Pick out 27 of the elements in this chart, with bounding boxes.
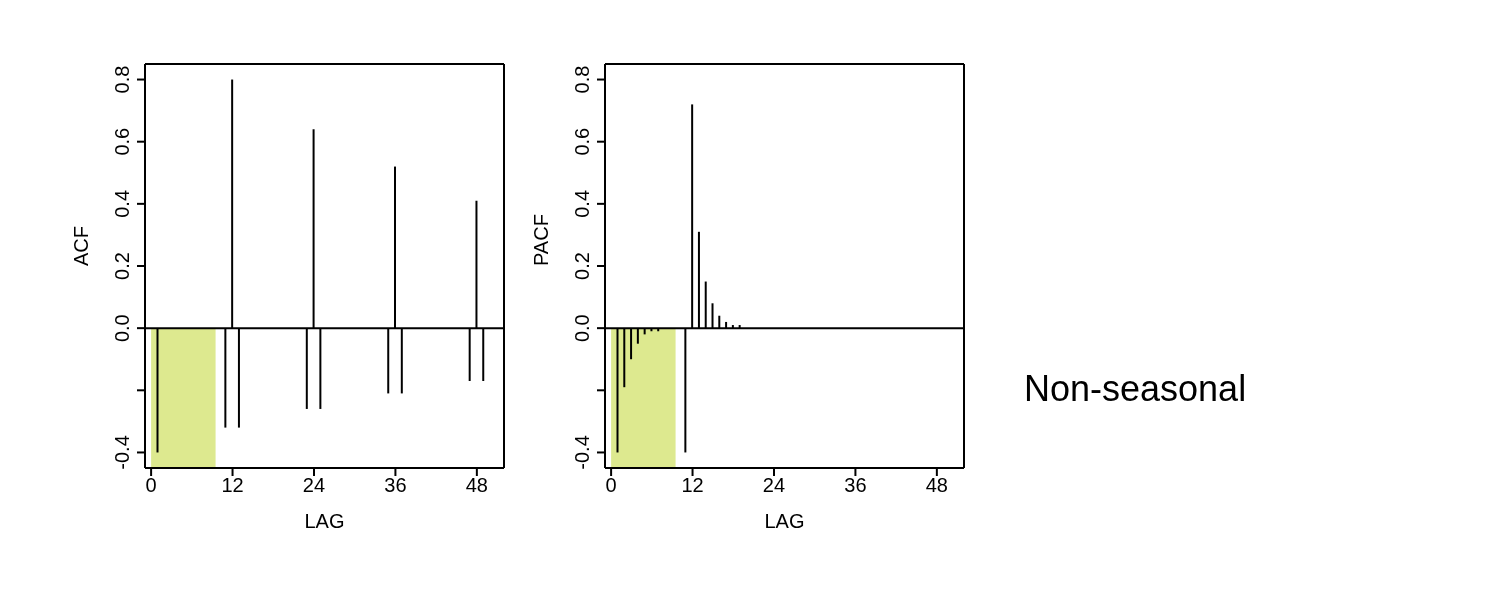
y-tick-label: -0.4 [111,435,133,470]
y-tick-label: 0.2 [111,252,133,280]
x-tick-label: 12 [681,474,704,497]
y-tick-label: -0.4 [571,435,593,470]
y-tick-label: 0.8 [111,65,133,94]
y-axis-title: PACF [530,214,553,266]
y-tick-label: 0.6 [111,127,133,156]
x-axis-title: LAG [304,510,345,532]
x-tick-label: 0 [145,474,157,497]
y-tick-label: 0.0 [111,314,133,343]
y-tick-label: 0.6 [571,127,593,156]
y-tick-label: 0.8 [571,65,593,94]
y-tick-label: 0.2 [571,252,593,280]
x-tick-label: 12 [221,474,244,497]
y-tick-label: 0.4 [111,189,133,218]
x-tick-label: 24 [302,474,326,497]
y-tick-label: 0.4 [571,189,593,218]
x-tick-label: 48 [925,474,948,497]
y-axis-title: ACF [70,226,93,266]
x-axis-title: LAG [764,510,805,532]
x-tick-label: 24 [762,474,786,497]
y-tick-label: 0.0 [571,314,593,343]
x-tick-label: 36 [384,474,407,497]
x-tick-label: 0 [605,474,617,497]
x-tick-label: 36 [844,474,867,497]
text: Non-seasonal [1024,368,1247,410]
x-tick-label: 48 [465,474,488,497]
